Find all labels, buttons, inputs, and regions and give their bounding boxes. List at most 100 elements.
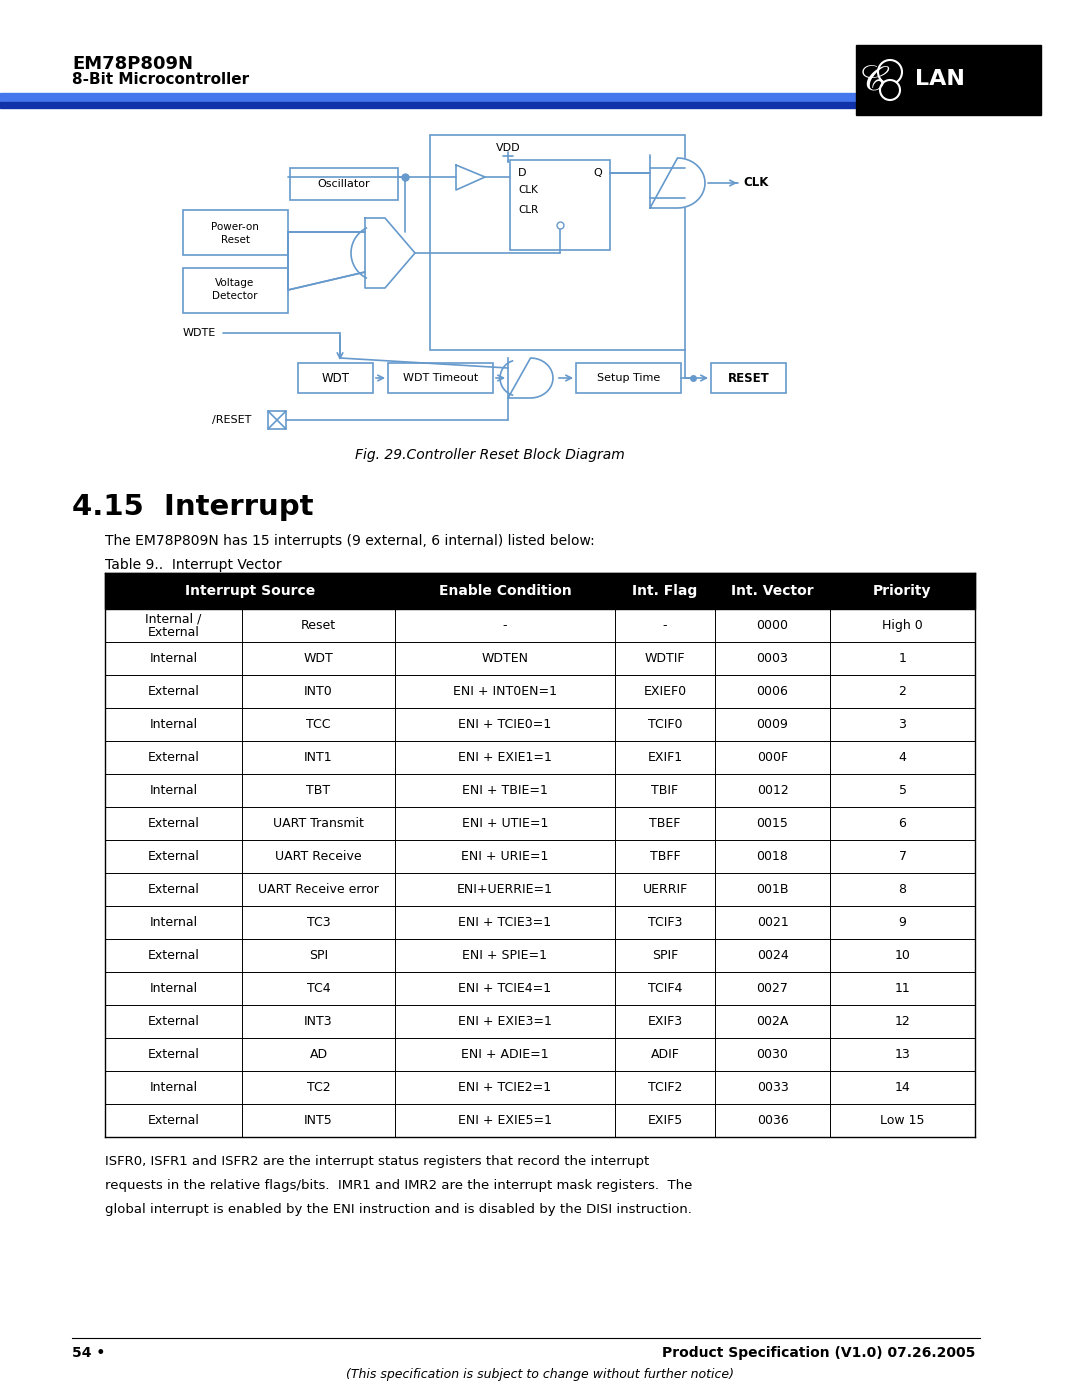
Text: UERRIF: UERRIF — [643, 883, 688, 895]
Text: EXIEF0: EXIEF0 — [644, 685, 687, 698]
Text: External: External — [148, 949, 200, 963]
Text: 6: 6 — [899, 817, 906, 830]
Text: 14: 14 — [894, 1081, 910, 1094]
Text: 13: 13 — [894, 1048, 910, 1060]
Text: ENI + TCIE2=1: ENI + TCIE2=1 — [458, 1081, 552, 1094]
Text: Setup Time: Setup Time — [597, 373, 660, 383]
Text: 8: 8 — [899, 883, 906, 895]
Text: Table 9..  Interrupt Vector: Table 9.. Interrupt Vector — [105, 557, 282, 571]
Bar — [105, 573, 975, 609]
Text: Power-on: Power-on — [211, 222, 259, 232]
Bar — [105, 840, 975, 873]
Text: Reset: Reset — [220, 235, 249, 244]
Polygon shape — [365, 218, 415, 288]
Bar — [105, 708, 975, 740]
Text: EXIF3: EXIF3 — [647, 1016, 683, 1028]
Text: 8-Bit Microcontroller: 8-Bit Microcontroller — [72, 73, 249, 87]
Text: ENI+UERRIE=1: ENI+UERRIE=1 — [457, 883, 553, 895]
Bar — [0, 102, 855, 108]
Text: TCIF0: TCIF0 — [648, 718, 683, 731]
Text: WDT: WDT — [303, 652, 334, 665]
Text: Fig. 29.Controller Reset Block Diagram: Fig. 29.Controller Reset Block Diagram — [355, 448, 625, 462]
Text: 5: 5 — [899, 784, 906, 798]
Bar — [105, 807, 975, 840]
Text: Internal /: Internal / — [146, 612, 202, 624]
Text: External: External — [148, 883, 200, 895]
Text: TCC: TCC — [307, 718, 330, 731]
Text: 0003: 0003 — [757, 652, 788, 665]
Text: SPIF: SPIF — [652, 949, 678, 963]
Text: SPI: SPI — [309, 949, 328, 963]
Text: High 0: High 0 — [882, 619, 923, 631]
Text: 000F: 000F — [757, 752, 788, 764]
Bar — [510, 161, 610, 250]
Text: CLK: CLK — [518, 184, 538, 196]
Circle shape — [880, 80, 900, 101]
Text: AD: AD — [310, 1048, 327, 1060]
Text: WDTIF: WDTIF — [645, 652, 685, 665]
Bar — [105, 873, 975, 907]
Text: Low 15: Low 15 — [880, 1113, 924, 1127]
Text: Internal: Internal — [149, 1081, 198, 1094]
Bar — [430, 136, 685, 351]
Text: Internal: Internal — [149, 718, 198, 731]
Bar — [105, 1038, 975, 1071]
Text: Enable Condition: Enable Condition — [438, 584, 571, 598]
Text: 0027: 0027 — [757, 982, 788, 995]
Text: ENI + EXIE3=1: ENI + EXIE3=1 — [458, 1016, 552, 1028]
Bar — [183, 268, 288, 313]
Text: 0036: 0036 — [757, 1113, 788, 1127]
Text: 3: 3 — [899, 718, 906, 731]
Text: ENI + TCIE0=1: ENI + TCIE0=1 — [458, 718, 552, 731]
Text: Internal: Internal — [149, 652, 198, 665]
Text: ENI + TCIE3=1: ENI + TCIE3=1 — [458, 916, 552, 929]
Bar — [388, 363, 492, 393]
Text: 11: 11 — [894, 982, 910, 995]
Text: External: External — [148, 752, 200, 764]
Text: TCIF2: TCIF2 — [648, 1081, 683, 1094]
Text: 54 •: 54 • — [72, 1345, 105, 1361]
Text: 1: 1 — [899, 652, 906, 665]
Text: 0024: 0024 — [757, 949, 788, 963]
Text: Priority: Priority — [874, 584, 932, 598]
Text: 4: 4 — [899, 752, 906, 764]
Bar — [711, 363, 786, 393]
Text: 0006: 0006 — [757, 685, 788, 698]
Text: External: External — [148, 1016, 200, 1028]
Text: ADIF: ADIF — [650, 1048, 679, 1060]
Text: 0030: 0030 — [757, 1048, 788, 1060]
Bar — [105, 675, 975, 708]
Text: External: External — [148, 1113, 200, 1127]
Text: External: External — [148, 817, 200, 830]
Bar — [105, 1071, 975, 1104]
Text: -: - — [663, 619, 667, 631]
Text: External: External — [148, 1048, 200, 1060]
Bar — [105, 740, 975, 774]
Text: ENI + TCIE4=1: ENI + TCIE4=1 — [458, 982, 552, 995]
Bar — [105, 907, 975, 939]
Text: EXIF1: EXIF1 — [647, 752, 683, 764]
Text: Q: Q — [593, 168, 602, 177]
Bar — [856, 45, 1041, 115]
Text: 0021: 0021 — [757, 916, 788, 929]
Bar — [105, 609, 975, 643]
Bar — [576, 363, 681, 393]
Text: WDT Timeout: WDT Timeout — [403, 373, 478, 383]
Bar — [105, 1004, 975, 1038]
Text: External: External — [148, 849, 200, 863]
Text: RESET: RESET — [728, 372, 769, 384]
Text: Reset: Reset — [301, 619, 336, 631]
Text: Int. Vector: Int. Vector — [731, 584, 814, 598]
Text: ENI + URIE=1: ENI + URIE=1 — [461, 849, 549, 863]
Text: global interrupt is enabled by the ENI instruction and is disabled by the DISI i: global interrupt is enabled by the ENI i… — [105, 1203, 692, 1215]
Polygon shape — [456, 165, 485, 190]
Text: 2: 2 — [899, 685, 906, 698]
Text: requests in the relative flags/bits.  IMR1 and IMR2 are the interrupt mask regis: requests in the relative flags/bits. IMR… — [105, 1179, 692, 1192]
Bar — [268, 411, 286, 429]
Text: TC2: TC2 — [307, 1081, 330, 1094]
Polygon shape — [508, 358, 553, 398]
Text: $\mathscr{C}$: $\mathscr{C}$ — [860, 61, 890, 96]
Bar — [105, 972, 975, 1004]
Text: 7: 7 — [899, 849, 906, 863]
Text: (This specification is subject to change without further notice): (This specification is subject to change… — [346, 1368, 734, 1382]
